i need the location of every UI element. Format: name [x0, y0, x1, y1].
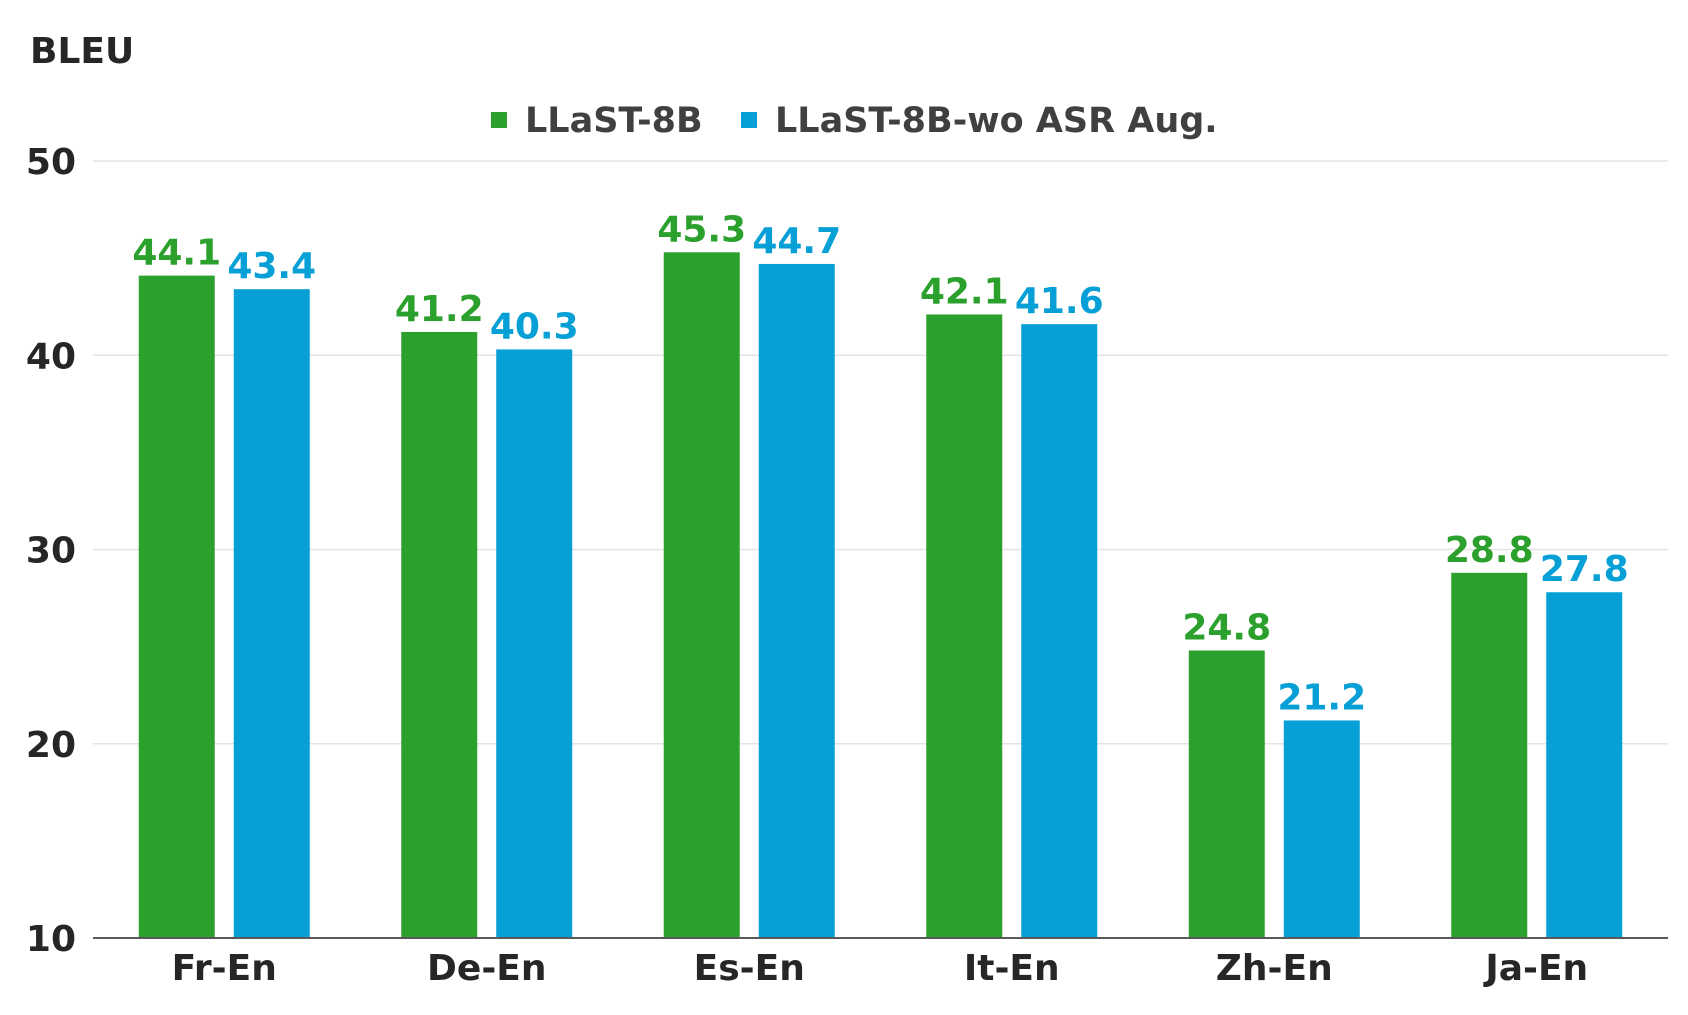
data-label: 43.4 [227, 246, 316, 287]
y-tick-label: 10 [26, 919, 76, 960]
x-tick-label: Zh-En [1216, 948, 1333, 989]
x-tick-label: Ja-En [1482, 948, 1588, 989]
value-labels: 44.1 43.4 41.2 40.3 45.3 44.7 42.1 41.6 24.821.2… [132, 209, 1628, 718]
data-label: 45.3 [657, 209, 746, 250]
y-tick-label: 30 [26, 531, 76, 572]
bar-zh-en-series-1 [1283, 720, 1360, 938]
data-label: 24.8 [1182, 608, 1271, 649]
y-tick-label: 50 [26, 142, 76, 183]
legend: LLaST-8B LLaST-8B-wo ASR Aug. [491, 101, 1218, 141]
x-tick-label: It-En [964, 948, 1060, 989]
data-label: 40.3 [490, 306, 579, 347]
bar-zh-en-series-0 [1188, 650, 1265, 938]
data-label: 41.6 [1015, 281, 1104, 322]
bar-it-en-series-1 [1021, 324, 1098, 938]
bar-de-en-series-0 [401, 331, 478, 938]
bar-es-en-series-1 [758, 263, 835, 938]
x-tick-label: Fr-En [172, 948, 277, 989]
bars [138, 252, 1623, 939]
y-tick-label: 20 [26, 725, 76, 766]
x-tick-label: De-En [427, 948, 546, 989]
y-tick-label: 40 [26, 336, 76, 377]
bar-ja-en-series-0 [1451, 572, 1528, 938]
data-label: 42.1 [920, 271, 1009, 312]
legend-label-llast-8b: LLaST-8B [525, 101, 703, 141]
data-label: 21.2 [1277, 677, 1366, 718]
bar-ja-en-series-1 [1546, 592, 1623, 938]
data-label: 28.8 [1445, 530, 1534, 571]
legend-label-llast-8b-wo-asr-aug: LLaST-8B-wo ASR Aug. [775, 101, 1218, 141]
data-label: 41.2 [395, 289, 484, 330]
y-axis-ticks: 10 20 30 40 50 [26, 142, 76, 960]
bar-fr-en-series-0 [138, 275, 215, 938]
bar-fr-en-series-1 [233, 289, 310, 939]
data-label: 27.8 [1540, 549, 1629, 590]
x-axis-ticks: Fr-En De-En Es-En It-En Zh-En Ja-En [172, 948, 1589, 989]
x-tick-label: Es-En [694, 948, 805, 989]
bar-es-en-series-0 [663, 252, 740, 939]
bar-de-en-series-1 [496, 349, 573, 938]
y-axis-label: BLEU [30, 31, 134, 72]
data-label: 44.7 [752, 221, 841, 262]
data-label: 44.1 [132, 233, 221, 274]
bar-it-en-series-0 [926, 314, 1003, 938]
legend-swatch-llast-8b-wo-asr-aug [741, 112, 757, 128]
legend-swatch-llast-8b [491, 112, 507, 128]
gridlines [93, 160, 1668, 745]
